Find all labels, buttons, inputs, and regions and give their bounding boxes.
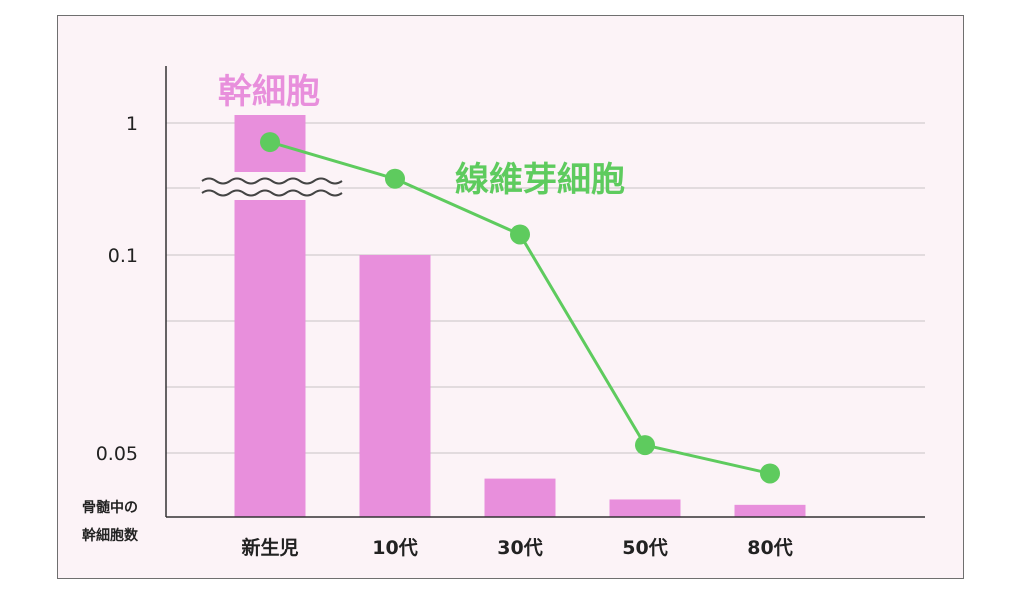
y-tick-label: 0.05 (96, 443, 138, 465)
x-category-label: 80代 (747, 537, 792, 559)
y-tick-label: 0.1 (108, 245, 138, 267)
bar (609, 499, 681, 517)
line-series (260, 132, 780, 484)
line-point (510, 224, 530, 245)
bar (359, 255, 431, 517)
x-category-label: 新生児 (241, 536, 298, 559)
line-point (635, 435, 655, 456)
x-category-label: 30代 (497, 537, 542, 559)
bar (734, 504, 806, 517)
axis-break-mark (200, 172, 343, 200)
bar-series-label: 幹細胞 (218, 72, 320, 112)
x-category-label: 50代 (622, 537, 667, 559)
line-point (760, 463, 780, 484)
line-point (385, 168, 405, 189)
x-categories: 新生児 10代 30代 50代 80代 (241, 536, 792, 559)
ylabel-line-2: 幹細胞数 (82, 527, 139, 544)
y-tick-label: 1 (126, 113, 138, 135)
line-point (260, 132, 280, 153)
line-series-label: 線維芽細胞 (455, 160, 625, 200)
ylabel-line-1: 骨髄中の (82, 499, 138, 516)
bar (484, 478, 556, 517)
x-category-label: 10代 (372, 537, 417, 559)
y-ticks: 1 0.1 0.05 (96, 113, 138, 465)
